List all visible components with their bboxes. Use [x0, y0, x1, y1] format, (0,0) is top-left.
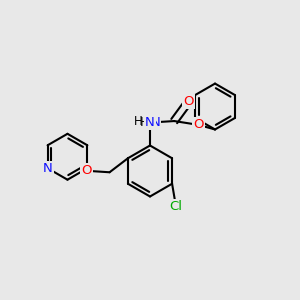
Text: O: O	[81, 164, 92, 177]
Text: Cl: Cl	[169, 200, 182, 213]
Text: O: O	[183, 95, 194, 108]
Text: N: N	[43, 162, 52, 175]
Text: H: H	[140, 116, 149, 129]
Text: N: N	[145, 116, 155, 129]
Text: O: O	[193, 118, 204, 131]
Text: N: N	[151, 116, 160, 129]
Text: H: H	[134, 115, 143, 128]
